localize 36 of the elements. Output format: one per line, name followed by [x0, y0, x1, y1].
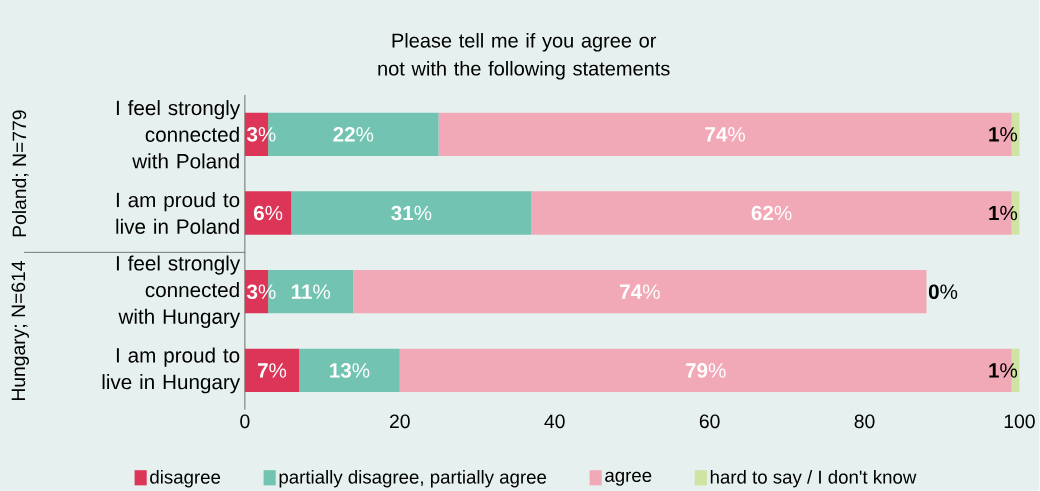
- x-tick-label: 80: [854, 414, 875, 429]
- chart-title: Please tell me if you agree or not with the following statements: [378, 33, 670, 80]
- data-label: 13%: [330, 363, 370, 378]
- x-tick-label: 60: [699, 414, 720, 429]
- legend-label: disagree: [150, 470, 221, 488]
- data-label: 79%: [685, 363, 726, 378]
- text: Hungary; N=614: [11, 261, 29, 401]
- data-label: 1%: [989, 205, 1018, 221]
- legend-label: hard to say / I don't know: [710, 470, 917, 488]
- data-label: 22%: [333, 127, 374, 142]
- data-label: 31%: [391, 205, 432, 221]
- legend-label: partially disagree, partially agree: [279, 470, 547, 488]
- y-tick-label: I feel strongly connected with Poland: [116, 100, 241, 169]
- data-label: 74%: [705, 127, 746, 142]
- bar: [353, 270, 927, 314]
- text: Poland; N=779: [12, 110, 29, 237]
- x-tick-label: 0: [240, 414, 250, 429]
- data-label: 11%: [291, 284, 331, 300]
- data-label: 6%: [253, 205, 283, 221]
- y-tick-label: I am proud to live in Hungary: [102, 347, 241, 394]
- data-label: 7%: [257, 363, 287, 378]
- data-label: 62%: [751, 205, 792, 221]
- bar: [299, 348, 400, 393]
- bar: [244, 348, 300, 393]
- bar: [291, 191, 532, 235]
- bar: [244, 191, 292, 235]
- data-label: 74%: [620, 284, 660, 300]
- x-tick-label: 40: [544, 414, 565, 429]
- data-label: 1%: [989, 127, 1018, 142]
- data-label: 1%: [989, 363, 1018, 378]
- data-label: 0%: [928, 284, 958, 300]
- x-tick-label: 20: [390, 414, 410, 429]
- y-tick-label: I am proud to live in Poland: [116, 192, 240, 234]
- x-tick-label: 100: [1004, 414, 1035, 429]
- y-tick-label: I feel strongly connected with Hungary: [116, 255, 241, 329]
- legend-label: agree: [605, 471, 652, 486]
